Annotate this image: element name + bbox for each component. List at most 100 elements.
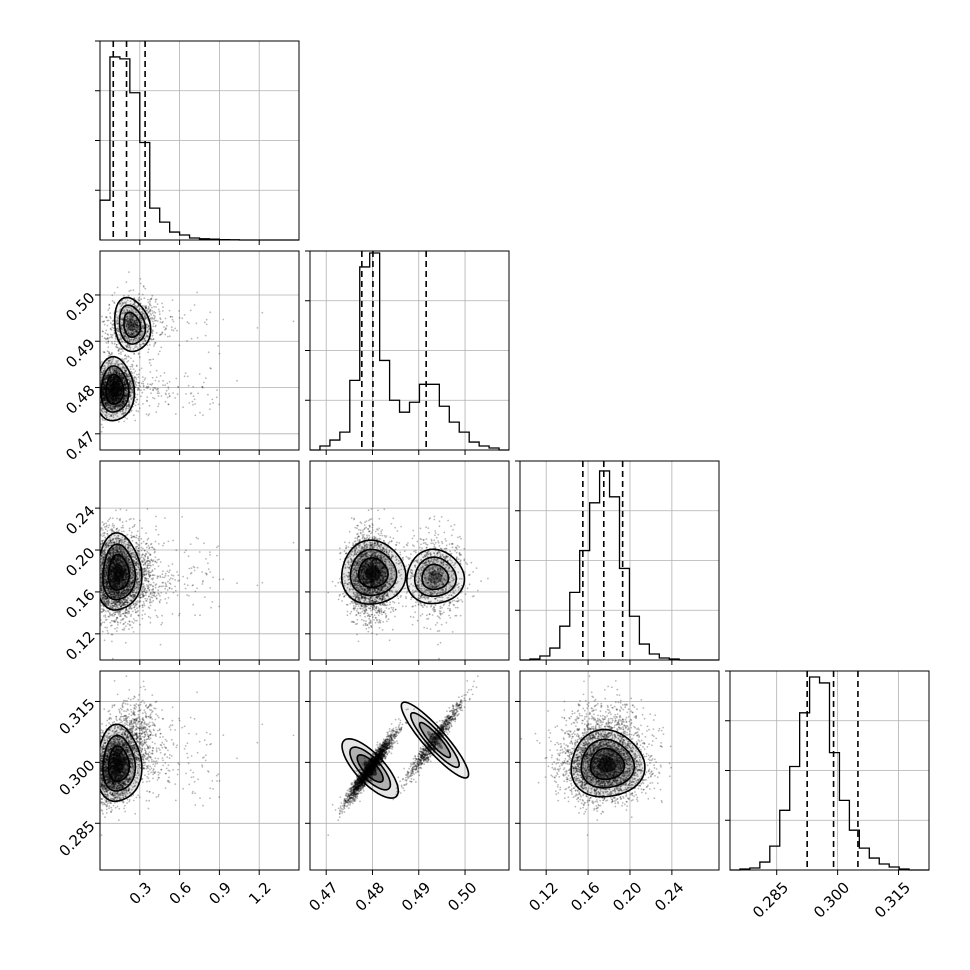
scatter-point: [106, 376, 109, 379]
scatter-point: [132, 328, 134, 331]
scatter-point: [116, 361, 119, 364]
scatter-point: [123, 401, 125, 404]
scatter-point: [198, 551, 201, 553]
scatter-point: [124, 311, 126, 314]
scatter-point: [151, 334, 154, 337]
scatter-point: [155, 324, 157, 327]
scatter-point: [169, 315, 172, 318]
scatter-point: [101, 390, 104, 393]
scatter-point: [122, 400, 125, 403]
scatter-point: [134, 305, 137, 308]
scatter-point: [124, 386, 127, 389]
scatter-point: [129, 321, 132, 324]
scatter-point: [124, 372, 127, 375]
scatter-point: [109, 395, 112, 398]
scatter-point: [104, 380, 107, 383]
scatter-point: [104, 415, 107, 417]
scatter-point: [140, 537, 143, 540]
scatter-point: [103, 393, 105, 396]
scatter-point: [147, 348, 150, 351]
scatter-point: [106, 337, 109, 340]
scatter-point: [101, 394, 104, 397]
scatter-point: [103, 395, 106, 398]
scatter-point: [112, 400, 115, 403]
scatter-point: [113, 376, 116, 379]
scatter-point: [104, 378, 106, 380]
scatter-point: [120, 391, 123, 393]
scatter-point: [114, 399, 117, 402]
scatter-point: [115, 343, 118, 346]
scatter-point: [109, 377, 112, 380]
scatter-point: [116, 370, 118, 373]
scatter-point: [125, 386, 127, 389]
scatter-point: [118, 372, 121, 375]
scatter-point: [104, 402, 107, 405]
scatter-point: [106, 392, 109, 395]
scatter-point: [131, 626, 134, 629]
scatter-point: [117, 349, 120, 351]
scatter-point: [129, 348, 132, 351]
scatter-point: [144, 340, 147, 343]
scatter-point: [116, 379, 119, 382]
scatter-point: [107, 390, 109, 392]
scatter-point: [129, 386, 132, 389]
scatter-point: [111, 323, 114, 326]
scatter-point: [112, 379, 114, 382]
scatter-point: [108, 382, 111, 384]
scatter-point: [165, 389, 168, 392]
scatter-point: [111, 358, 114, 361]
scatter-point: [183, 314, 186, 316]
scatter-point: [132, 323, 135, 326]
scatter-point: [174, 413, 177, 415]
scatter-point: [167, 403, 170, 406]
scatter-point: [109, 322, 112, 324]
scatter-point: [124, 387, 127, 389]
scatter-point: [126, 404, 129, 407]
scatter-point: [129, 391, 132, 394]
scatter-point: [149, 304, 151, 306]
scatter-point: [121, 402, 124, 405]
scatter-point: [128, 380, 131, 383]
scatter-point: [118, 384, 120, 387]
scatter-point: [125, 407, 128, 410]
scatter-point: [155, 515, 157, 518]
scatter-point: [111, 379, 114, 382]
scatter-point: [292, 320, 295, 323]
scatter-point: [113, 406, 116, 409]
scatter-point: [132, 289, 135, 292]
scatter-point: [154, 341, 157, 344]
scatter-point: [122, 350, 124, 352]
scatter-point: [109, 359, 112, 362]
scatter-point: [108, 394, 110, 396]
scatter-point: [123, 394, 126, 396]
scatter-point: [124, 394, 127, 397]
scatter-point: [122, 312, 124, 314]
scatter-point: [120, 374, 123, 377]
scatter-point: [130, 391, 133, 394]
scatter-point: [158, 392, 160, 395]
scatter-point: [121, 328, 123, 331]
scatter-point: [117, 399, 120, 401]
scatter-point: [205, 323, 208, 326]
scatter-point: [133, 325, 136, 328]
scatter-point: [130, 398, 133, 400]
scatter-point: [162, 320, 164, 323]
scatter-point: [108, 369, 111, 372]
scatter-point: [102, 388, 104, 391]
scatter-point: [138, 293, 140, 295]
scatter-point: [129, 405, 132, 408]
scatter-point: [118, 384, 120, 386]
scatter-point: [140, 367, 143, 370]
scatter-point: [137, 403, 140, 406]
scatter-point: [103, 391, 105, 394]
scatter-point: [119, 390, 121, 392]
scatter-point: [121, 400, 124, 402]
scatter-point: [143, 388, 146, 391]
scatter-point: [139, 623, 141, 626]
scatter-point: [108, 398, 111, 401]
scatter-point: [126, 394, 128, 397]
scatter-point: [159, 317, 162, 319]
scatter-point: [120, 386, 122, 389]
scatter-point: [116, 367, 118, 370]
scatter-point: [104, 385, 106, 388]
